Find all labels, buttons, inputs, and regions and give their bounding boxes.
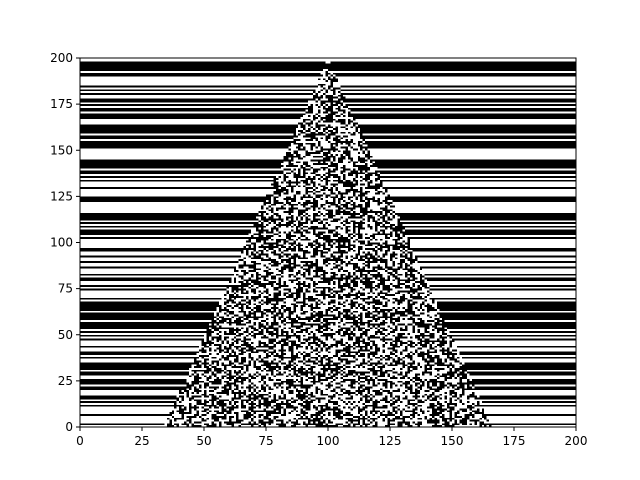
x-tick-label: 75 <box>258 434 273 448</box>
heatmap-image <box>80 58 576 427</box>
y-tick-label: 100 <box>50 236 73 250</box>
x-tick-label: 150 <box>441 434 464 448</box>
heatmap-cells <box>80 58 576 427</box>
y-tick-label: 25 <box>58 374 73 388</box>
x-tick-label: 100 <box>317 434 340 448</box>
x-tick-label: 200 <box>565 434 588 448</box>
x-tick-label: 50 <box>196 434 211 448</box>
x-tick-label: 0 <box>76 434 84 448</box>
y-tick-label: 200 <box>50 51 73 65</box>
x-tick-label: 125 <box>379 434 402 448</box>
y-axis: 0 25 50 75 100 125 150 175 200 <box>50 51 80 434</box>
y-tick-label: 75 <box>58 282 73 296</box>
y-tick-label: 175 <box>50 97 73 111</box>
x-axis: 0 25 50 75 100 125 150 175 200 <box>76 427 587 448</box>
y-tick-label: 50 <box>58 328 73 342</box>
y-tick-label: 125 <box>50 189 73 203</box>
y-tick-label: 150 <box>50 143 73 157</box>
y-tick-label: 0 <box>65 420 73 434</box>
x-tick-label: 175 <box>503 434 526 448</box>
x-tick-label: 25 <box>134 434 149 448</box>
